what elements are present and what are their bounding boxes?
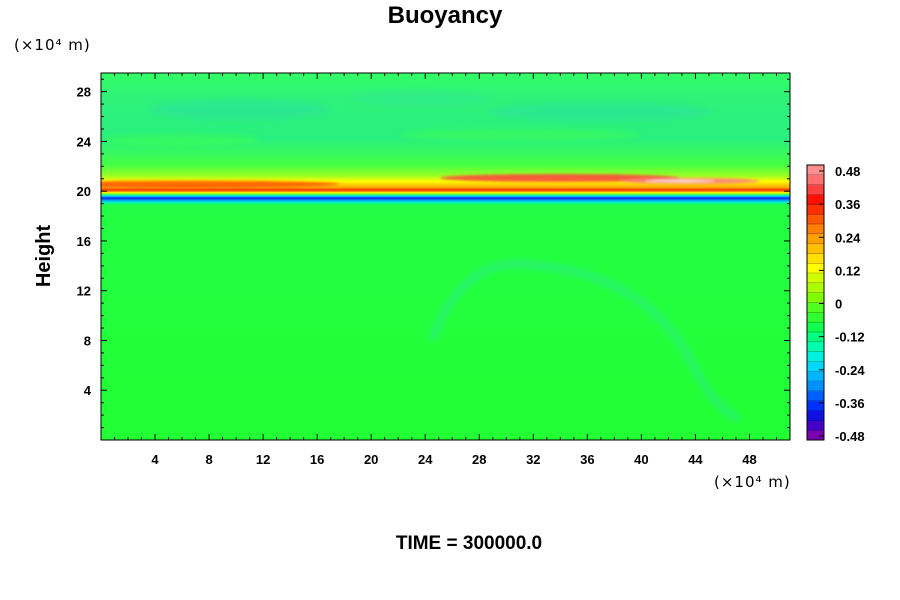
x-tick-label: 4 — [151, 452, 159, 467]
colorbar-tick-label: -0.24 — [835, 363, 865, 378]
y-axis-unit: (×10⁴ m) — [14, 36, 91, 54]
colorbar-segment — [807, 302, 824, 313]
x-tick-label: 40 — [634, 452, 648, 467]
x-tick-label: 48 — [742, 452, 756, 467]
colorbar-tick-label: -0.12 — [835, 330, 865, 345]
colorbar-segment — [807, 381, 824, 392]
y-tick-label: 16 — [77, 234, 91, 249]
x-tick-label: 28 — [472, 452, 486, 467]
colorbar-segment — [807, 165, 824, 176]
y-axis-label: Height — [33, 225, 55, 288]
colorbar-segment — [807, 400, 824, 412]
colorbar-segment — [807, 390, 824, 402]
x-axis-unit: (×10⁴ m) — [714, 473, 791, 491]
colorbar-segment — [807, 292, 824, 303]
colorbar-segment — [807, 174, 824, 186]
colorbar-tick-label: 0 — [835, 297, 842, 312]
colorbar-segment — [807, 322, 824, 333]
colorbar-segment — [807, 361, 824, 372]
x-tick-label: 12 — [256, 452, 270, 467]
x-tick-label: 32 — [526, 452, 540, 467]
colorbar-segment — [807, 223, 824, 235]
colorbar-segment — [807, 263, 824, 274]
colorbar-segment — [807, 273, 824, 284]
chart-title: Buoyancy — [388, 2, 503, 29]
colorbar-segment — [807, 410, 824, 421]
x-tick-label: 36 — [580, 452, 594, 467]
colorbar-segment — [807, 341, 824, 353]
x-tick-label: 16 — [310, 452, 324, 467]
colorbar-tick-label: 0.12 — [835, 263, 860, 278]
negative-arc-feature — [427, 259, 743, 425]
y-tick-label: 4 — [84, 383, 92, 398]
x-axis-ticks: 4 8 12 16 20 24 28 32 36 40 44 48 — [114, 73, 777, 467]
colorbar-segment — [807, 282, 824, 294]
x-tick-label: 20 — [364, 452, 378, 467]
colorbar-frame — [806, 164, 825, 441]
heatmap-field — [101, 73, 790, 440]
x-tick-label: 24 — [418, 452, 433, 467]
colorbar-tick-label: 0.48 — [835, 164, 860, 179]
y-tick-label: 28 — [77, 85, 91, 100]
colorbar-segment — [807, 233, 824, 245]
colorbar-segment — [807, 214, 824, 225]
colorbar-segment — [807, 331, 824, 343]
upper-layer-texture — [101, 90, 710, 146]
colorbar-segment — [807, 420, 824, 431]
colorbar-segment — [807, 351, 824, 362]
colorbar-tick-label: 0.36 — [835, 197, 860, 212]
y-tick-label: 20 — [77, 184, 91, 199]
positive-band-maximum — [101, 174, 760, 188]
colorbar-segment — [807, 204, 824, 215]
y-tick-label: 8 — [84, 333, 91, 348]
colorbar-tick-label: 0.24 — [835, 230, 861, 245]
x-tick-label: 8 — [205, 452, 212, 467]
colorbar-segment — [807, 312, 824, 323]
colorbar: 0.48 0.36 0.24 0.12 0 -0.12 -0.24 -0.36 -0.48 — [806, 164, 865, 444]
plot-frame — [100, 72, 791, 441]
y-tick-label: 12 — [77, 284, 91, 299]
y-axis-ticks: 4 8 12 16 20 24 28 — [77, 78, 790, 429]
colorbar-segment — [807, 371, 824, 382]
colorbar-segment — [807, 430, 824, 441]
heatmap-background — [101, 73, 790, 440]
colorbar-tick-label: -0.36 — [835, 396, 865, 411]
colorbar-segment — [807, 184, 824, 195]
colorbar-segment — [807, 194, 824, 205]
y-tick-label: 24 — [77, 134, 92, 149]
x-tick-label: 44 — [688, 452, 703, 467]
time-label: TIME = 300000.0 — [396, 533, 542, 554]
colorbar-segment — [807, 243, 824, 254]
colorbar-segment — [807, 253, 824, 264]
colorbar-tick-label: -0.48 — [835, 429, 865, 444]
